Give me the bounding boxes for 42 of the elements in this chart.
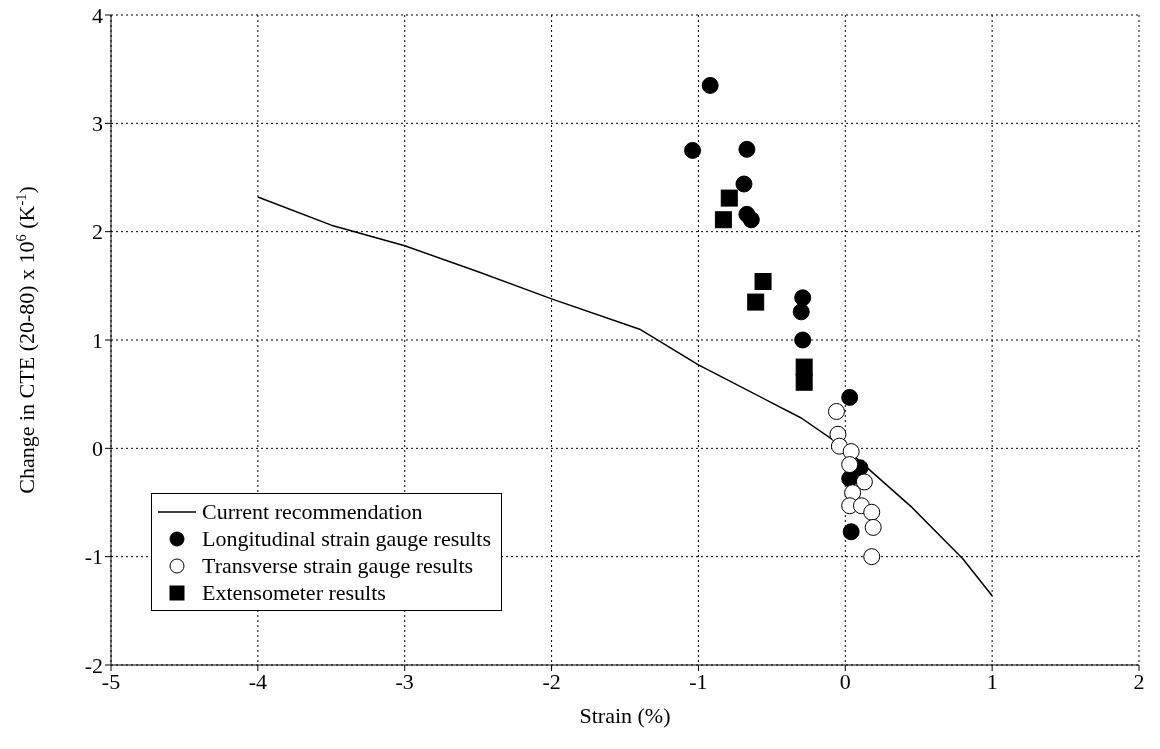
point [795,358,813,376]
y-tick-label: -1 [84,544,103,570]
point [841,388,859,406]
point [735,175,753,193]
point [792,303,810,321]
point [827,403,845,420]
legend-label: Extensometer results [202,579,386,606]
legend-label: Current recommendation [202,498,423,525]
point [864,518,882,536]
y-tick-label: 1 [92,327,103,353]
x-tick-label: -1 [689,668,708,694]
y-tick-label: 4 [92,2,103,28]
x-axis-title: Strain (%) [579,703,671,728]
point [863,503,881,521]
point [794,289,812,307]
legend-label: Transverse strain gauge results [202,552,474,579]
point [742,211,760,229]
x-tick-label: -4 [248,668,268,694]
point [855,473,873,491]
x-tick-label: 1 [986,668,998,694]
point [714,211,732,229]
y-tick-label: -2 [84,652,103,678]
x-tick-label: 0 [839,668,851,694]
point [684,141,702,159]
point [738,140,756,158]
point [842,523,860,541]
x-tick-label: -2 [542,668,561,694]
x-tick-label: -3 [395,668,414,694]
point [863,548,881,566]
x-tick-label: 2 [1133,668,1145,694]
y-tick-label: 3 [92,111,103,137]
point [754,273,772,290]
point [701,76,719,94]
point [747,293,765,311]
point [795,373,813,391]
point [794,331,812,349]
y-tick-label: 0 [92,436,103,462]
legend-label: Longitudinal strain gauge results [202,525,491,552]
point [720,189,738,207]
point [841,456,859,474]
x-tick-label: -5 [101,668,121,694]
y-tick-label: 2 [92,219,103,245]
